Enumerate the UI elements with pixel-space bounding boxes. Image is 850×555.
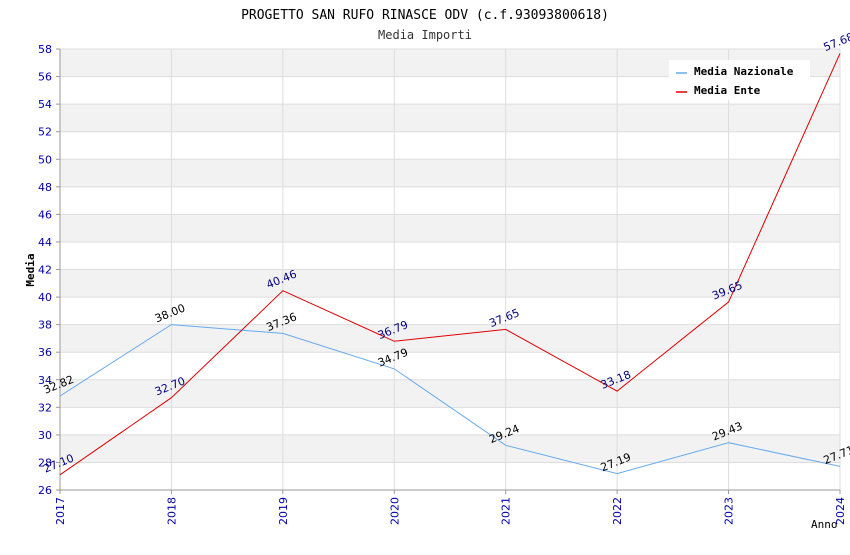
y-tick-label: 54 xyxy=(38,98,52,111)
legend-label-media-ente: Media Ente xyxy=(694,84,761,97)
x-tick-label: 2024 xyxy=(834,497,847,525)
x-tick-label: 2021 xyxy=(500,497,513,525)
grid-bands xyxy=(60,49,840,490)
legend-label-media-nazionale: Media Nazionale xyxy=(694,65,794,78)
x-tick-label: 2023 xyxy=(723,497,736,525)
grid-band xyxy=(60,297,840,325)
x-tick-label: 2020 xyxy=(388,497,401,525)
grid-band xyxy=(60,104,840,132)
y-tick-label: 36 xyxy=(38,346,52,359)
y-tick-label: 44 xyxy=(38,236,52,249)
y-tick-label: 46 xyxy=(38,208,52,221)
grid-lines xyxy=(59,48,841,491)
grid-band xyxy=(60,159,840,187)
x-tick-label: 2017 xyxy=(54,497,67,525)
y-tick-label: 48 xyxy=(38,181,52,194)
legend: Media Nazionale Media Ente xyxy=(669,60,810,100)
y-tick-label: 32 xyxy=(38,401,52,414)
y-tick-label: 34 xyxy=(38,374,52,387)
x-axis-label: Anno xyxy=(811,518,838,531)
x-tick-label: 2018 xyxy=(165,497,178,525)
x-tick-label: 2022 xyxy=(611,497,624,525)
y-tick-label: 58 xyxy=(38,43,52,56)
y-tick-label: 56 xyxy=(38,71,52,84)
chart-title: PROGETTO SAN RUFO RINASCE ODV (c.f.93093… xyxy=(241,8,609,23)
legend-box xyxy=(669,60,810,100)
grid-band xyxy=(60,214,840,242)
grid-band xyxy=(60,241,840,270)
grid-band xyxy=(60,434,840,463)
series-line-media-ente xyxy=(59,53,841,476)
grid-band xyxy=(60,352,840,380)
grid-band xyxy=(60,269,840,298)
y-tick-label: 52 xyxy=(38,126,52,139)
y-tick-label: 38 xyxy=(38,319,52,332)
grid-band xyxy=(60,131,840,160)
y-tick-label: 28 xyxy=(38,456,52,469)
grid-band xyxy=(60,379,840,408)
y-axis-label: Media xyxy=(24,253,37,286)
grid-band xyxy=(60,324,840,353)
y-tick-label: 30 xyxy=(38,429,52,442)
series-group xyxy=(59,53,841,476)
series-line-media-nazionale xyxy=(59,324,841,475)
y-tick-label: 40 xyxy=(38,291,52,304)
x-tick-labels: 2017 2018 2019 2020 2021 2022 2023 2024 xyxy=(54,497,847,525)
y-tick-label: 42 xyxy=(38,264,52,277)
y-tick-label: 50 xyxy=(38,153,52,166)
chart-subtitle: Media Importi xyxy=(378,28,472,42)
y-tick-label: 26 xyxy=(38,484,52,497)
grid-band xyxy=(60,462,840,490)
x-tick-label: 2019 xyxy=(277,497,290,525)
grid-band xyxy=(60,407,840,435)
axes xyxy=(56,48,841,494)
y-tick-labels: 26 28 30 32 34 36 38 40 42 44 46 48 50 52 54 56 58 xyxy=(38,43,52,497)
grid-band xyxy=(60,186,840,215)
